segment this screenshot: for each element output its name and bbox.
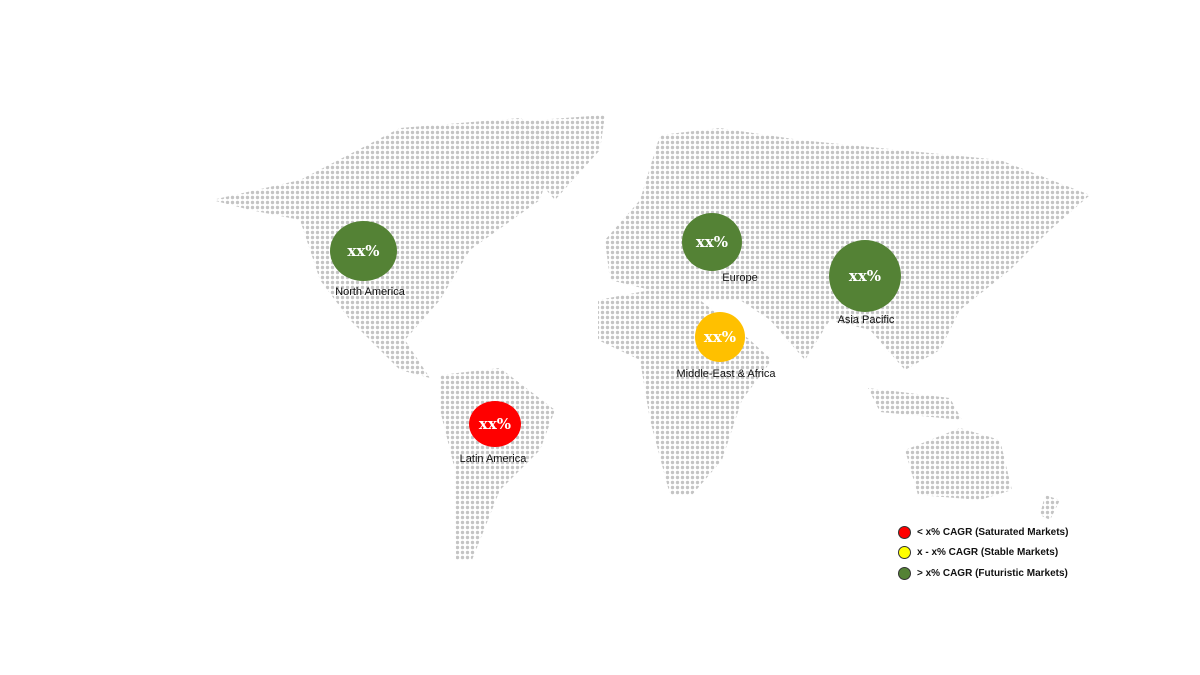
region-bubble-asia-pacific: xx%: [829, 240, 901, 312]
region-label-middle-east-africa: Middle-East & Africa: [676, 368, 776, 380]
region-label-north-america: North America: [335, 286, 405, 298]
region-label-asia-pacific: Asia Pacific: [837, 314, 895, 326]
region-value: xx%: [703, 328, 737, 346]
region-bubble-north-america: xx%: [330, 221, 397, 281]
legend-label: x - x% CAGR (Stable Markets): [917, 547, 1059, 559]
region-value: xx%: [695, 233, 729, 251]
continent-greenland: [510, 115, 605, 200]
region-bubble-europe: xx%: [682, 213, 742, 271]
islands-indonesia: [868, 388, 962, 420]
legend-item-stable: x - x% CAGR (Stable Markets): [898, 543, 1068, 564]
legend-label: < x% CAGR (Saturated Markets): [917, 526, 1069, 538]
legend-swatch-red: [898, 525, 911, 539]
region-label-europe: Europe: [722, 272, 758, 284]
legend-swatch-yellow: [898, 546, 911, 560]
legend-item-saturated: < x% CAGR (Saturated Markets): [898, 522, 1068, 543]
region-value: xx%: [848, 267, 882, 285]
region-bubble-latin-america: xx%: [469, 401, 521, 447]
region-label-latin-america: Latin America: [459, 453, 527, 465]
legend-swatch-green: [898, 566, 911, 580]
legend-item-futuristic: > x% CAGR (Futuristic Markets): [898, 563, 1068, 584]
islands-new-zealand: [1040, 495, 1060, 520]
region-bubble-middle-east-africa: xx%: [695, 312, 745, 362]
legend-label: > x% CAGR (Futuristic Markets): [917, 567, 1068, 579]
continent-africa: [598, 290, 772, 495]
continent-south-america: [440, 368, 555, 560]
region-value: xx%: [347, 242, 380, 260]
legend: < x% CAGR (Saturated Markets) x - x% CAG…: [898, 522, 1068, 584]
region-value: xx%: [478, 415, 512, 433]
continent-australia: [905, 428, 1012, 500]
